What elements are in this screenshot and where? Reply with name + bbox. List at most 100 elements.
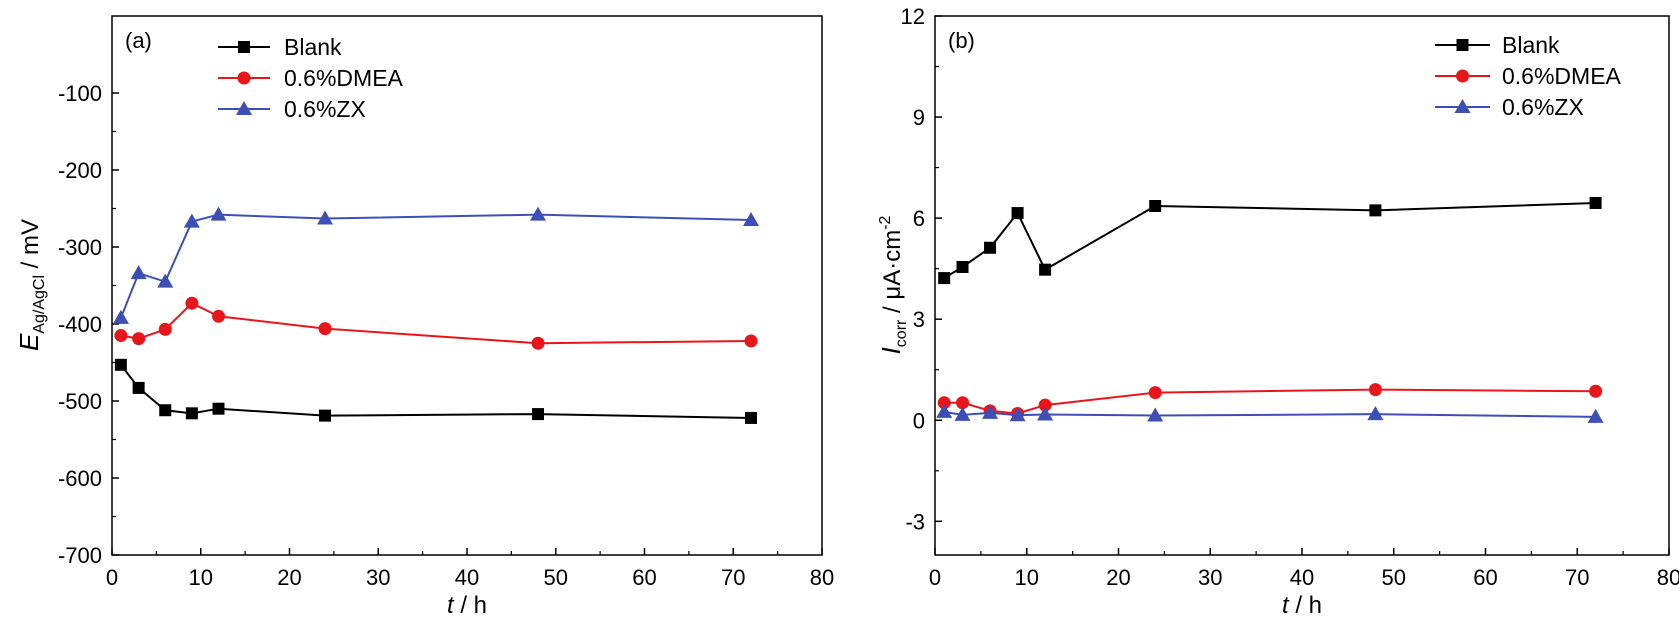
data-point bbox=[183, 213, 200, 228]
y-tick-label: -500 bbox=[58, 389, 102, 414]
data-point bbox=[982, 404, 999, 419]
panel-label: (a) bbox=[125, 28, 152, 53]
data-point bbox=[114, 358, 127, 371]
x-tick-label: 70 bbox=[1565, 565, 1589, 590]
chart-panel-b: 0 10 20 30 40 50 60 70 80 -3 0 3 6 9 12 (b) t / h Icorr /… bbox=[876, 4, 1679, 619]
legend-marker bbox=[238, 41, 250, 53]
data-point bbox=[158, 322, 172, 336]
x-tick-label: 60 bbox=[1473, 565, 1497, 590]
data-point bbox=[317, 210, 333, 225]
data-point bbox=[531, 336, 545, 350]
x-tick-label: 20 bbox=[277, 565, 301, 590]
legend-entry: 0.6%DMEA bbox=[1435, 63, 1622, 89]
legend-entry: Blank bbox=[1435, 32, 1560, 58]
data-point bbox=[1367, 406, 1384, 421]
data-point bbox=[744, 334, 758, 348]
legend-label: Blank bbox=[284, 34, 342, 60]
data-point bbox=[938, 272, 951, 285]
y-tick-label: -100 bbox=[58, 81, 102, 106]
legend-label: 0.6%ZX bbox=[284, 96, 366, 122]
series-0.6%DMEA bbox=[937, 383, 1603, 421]
series-line bbox=[119, 213, 752, 319]
data-point bbox=[530, 206, 546, 221]
data-point bbox=[936, 403, 953, 418]
data-point bbox=[1009, 407, 1026, 422]
x-tick-label: 60 bbox=[632, 565, 656, 590]
data-point bbox=[210, 206, 227, 221]
panel-label: (b) bbox=[948, 28, 975, 53]
data-point bbox=[956, 396, 970, 410]
data-point bbox=[114, 329, 128, 343]
legend-label: 0.6%DMEA bbox=[1502, 63, 1622, 89]
x-tick-label: 0 bbox=[106, 565, 118, 590]
data-point bbox=[1038, 398, 1052, 412]
x-tick-label: 30 bbox=[366, 565, 390, 590]
series-line bbox=[944, 410, 1596, 418]
x-tick-label: 80 bbox=[810, 565, 834, 590]
data-point bbox=[132, 332, 146, 346]
x-tick-label: 70 bbox=[721, 565, 745, 590]
legend-marker bbox=[1456, 69, 1469, 83]
x-tick-label: 40 bbox=[1290, 565, 1314, 590]
legend-label: 0.6%ZX bbox=[1502, 94, 1584, 120]
data-point bbox=[185, 407, 198, 420]
data-point bbox=[212, 402, 225, 415]
y-axis-label: EAg/AgCl / mV bbox=[14, 219, 48, 351]
data-point bbox=[1369, 204, 1382, 217]
y-tick-label: -700 bbox=[58, 543, 102, 568]
x-tick-label: 40 bbox=[455, 565, 479, 590]
legend-label: 0.6%DMEA bbox=[284, 65, 404, 91]
legend-marker bbox=[237, 71, 251, 85]
data-point bbox=[157, 273, 174, 288]
y-tick-label: 12 bbox=[901, 4, 925, 29]
data-point bbox=[185, 296, 199, 310]
y-tick-label: 6 bbox=[913, 206, 925, 231]
series-Blank bbox=[114, 358, 757, 424]
y-tick-label: -200 bbox=[58, 158, 102, 183]
y-tick-label: 9 bbox=[913, 105, 925, 130]
x-tick-label: 30 bbox=[1198, 565, 1222, 590]
data-point bbox=[1587, 408, 1604, 423]
plot-frame bbox=[111, 15, 823, 556]
series-0.6%DMEA bbox=[114, 296, 758, 350]
x-tick-label: 0 bbox=[929, 565, 941, 590]
data-point bbox=[532, 408, 544, 421]
data-point bbox=[1149, 199, 1162, 212]
data-point bbox=[956, 260, 969, 273]
data-point bbox=[112, 309, 129, 324]
legend-entry: 0.6%ZX bbox=[218, 96, 366, 122]
series-line bbox=[120, 301, 752, 345]
data-point bbox=[130, 265, 147, 280]
data-point bbox=[1011, 207, 1024, 220]
data-point bbox=[743, 212, 759, 227]
data-point bbox=[1037, 406, 1054, 421]
y-tick-label: -300 bbox=[58, 235, 102, 260]
legend-marker bbox=[236, 101, 252, 115]
y-tick-label: -400 bbox=[58, 312, 102, 337]
legend-label: Blank bbox=[1502, 32, 1560, 58]
y-tick-label: 0 bbox=[913, 408, 925, 433]
data-point bbox=[984, 241, 997, 254]
x-axis-label: t / h bbox=[447, 592, 487, 619]
data-point bbox=[1368, 383, 1382, 397]
y-axis-label: Icorr / μA·cm-2 bbox=[876, 215, 910, 354]
x-tick-label: 10 bbox=[1015, 565, 1039, 590]
y-tick-label: -600 bbox=[58, 466, 102, 491]
legend-marker bbox=[1456, 39, 1469, 51]
y-tick-label: 3 bbox=[913, 307, 925, 332]
y-tick-label: -3 bbox=[905, 509, 925, 534]
data-point bbox=[1589, 384, 1603, 398]
x-tick-label: 50 bbox=[544, 565, 568, 590]
chart-panel-a: 0 10 20 30 40 50 60 70 80 -100 -200 -300 -400 -500 -60… bbox=[14, 15, 834, 619]
data-point bbox=[319, 409, 331, 422]
data-point bbox=[937, 396, 951, 410]
series-Blank bbox=[938, 196, 1602, 285]
data-point bbox=[1147, 407, 1164, 422]
data-point bbox=[318, 322, 332, 336]
x-tick-label: 50 bbox=[1382, 565, 1406, 590]
legend-entry: 0.6%ZX bbox=[1435, 94, 1584, 120]
data-point bbox=[212, 309, 225, 323]
data-point bbox=[745, 411, 757, 424]
series-0.6%ZX bbox=[936, 403, 1604, 423]
